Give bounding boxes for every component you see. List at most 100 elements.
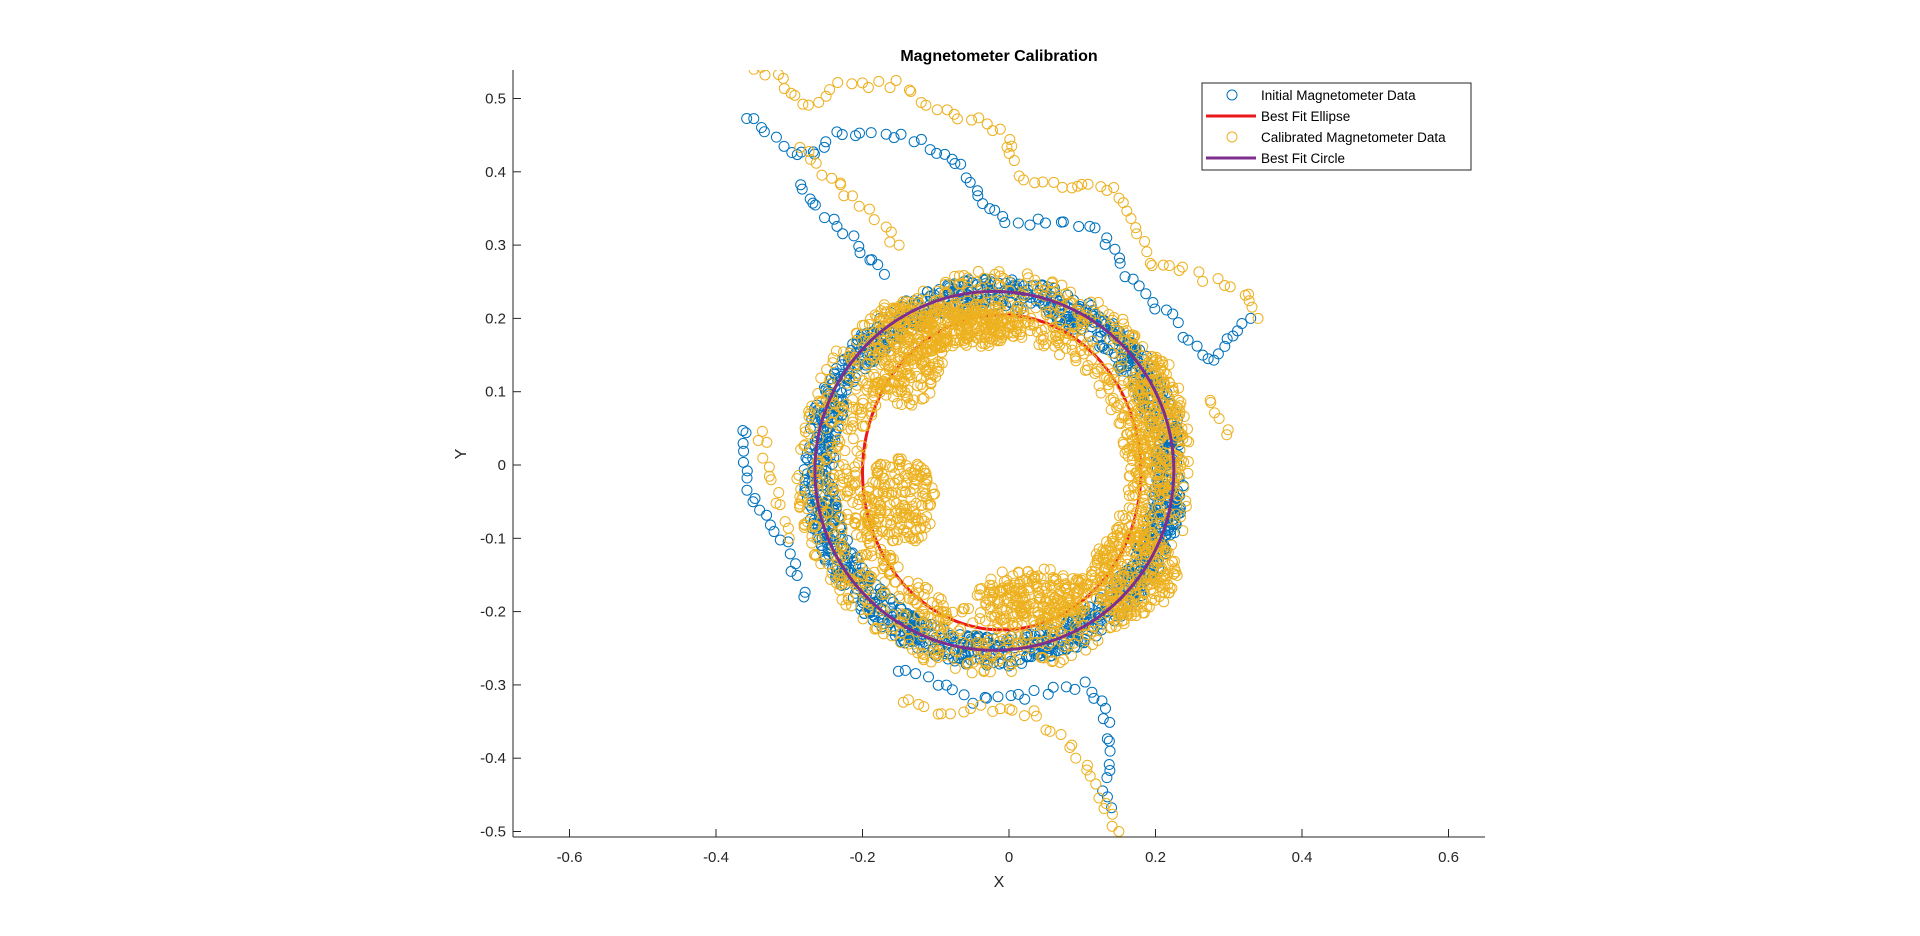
data-point xyxy=(1047,598,1059,610)
data-point xyxy=(1144,360,1156,372)
data-point xyxy=(971,284,983,296)
legend-label-ellipse: Best Fit Ellipse xyxy=(1261,109,1350,124)
data-point xyxy=(1127,332,1139,344)
data-point xyxy=(1108,396,1120,408)
data-point xyxy=(759,70,771,81)
data-point xyxy=(1133,531,1145,543)
data-point xyxy=(849,517,861,529)
data-point xyxy=(774,499,786,511)
data-point xyxy=(831,440,843,452)
data-point xyxy=(799,422,811,434)
y-tick-label: 0 xyxy=(498,457,506,474)
best-fit-circle xyxy=(813,289,1176,652)
data-point xyxy=(1114,257,1126,269)
data-point xyxy=(1149,303,1161,315)
data-point xyxy=(934,323,946,335)
data-point xyxy=(908,532,920,544)
legend-entry-calibrated: Calibrated Magnetometer Data xyxy=(1226,130,1446,145)
data-point xyxy=(1030,710,1042,722)
data-point xyxy=(892,665,904,677)
legend-label-circle: Best Fit Circle xyxy=(1261,151,1345,166)
data-point xyxy=(876,467,888,479)
data-point xyxy=(971,327,983,339)
data-point xyxy=(863,318,875,330)
data-point xyxy=(893,302,905,314)
data-point xyxy=(1099,702,1111,714)
data-point xyxy=(1089,367,1101,379)
data-point xyxy=(816,169,828,181)
data-point xyxy=(821,452,833,464)
data-point xyxy=(1028,320,1040,332)
data-point xyxy=(1131,228,1143,240)
data-point xyxy=(880,588,892,600)
data-point xyxy=(900,477,912,489)
data-point xyxy=(1155,384,1167,396)
data-point xyxy=(1059,316,1071,328)
x-tick-label: 0.4 xyxy=(1292,849,1313,866)
data-point xyxy=(774,534,786,546)
data-point xyxy=(834,490,846,502)
data-point xyxy=(1016,585,1028,597)
data-point xyxy=(1062,592,1074,604)
data-point xyxy=(1028,705,1040,717)
data-point xyxy=(869,333,881,345)
y-tick-label: 0.1 xyxy=(485,384,506,401)
data-point xyxy=(938,330,950,342)
data-point xyxy=(1076,178,1088,190)
data-point xyxy=(1131,477,1143,489)
data-point xyxy=(854,560,866,572)
data-point xyxy=(836,523,848,535)
data-point xyxy=(892,561,904,573)
data-point xyxy=(853,494,865,506)
data-point xyxy=(1003,148,1015,160)
data-point xyxy=(827,357,839,369)
data-point xyxy=(815,558,827,570)
data-point xyxy=(1136,437,1148,449)
data-point xyxy=(1132,356,1144,368)
data-point xyxy=(820,136,832,148)
data-point xyxy=(1146,260,1158,272)
plot-area xyxy=(737,70,1264,837)
data-point xyxy=(836,528,848,540)
data-point xyxy=(1022,565,1034,577)
data-point xyxy=(1035,592,1047,604)
data-point xyxy=(910,515,922,527)
data-point xyxy=(1090,581,1102,593)
data-point xyxy=(966,114,978,126)
data-point xyxy=(970,276,982,288)
data-point xyxy=(1052,333,1064,345)
data-point xyxy=(1055,585,1067,597)
data-point xyxy=(854,247,866,259)
data-point xyxy=(878,472,890,484)
data-point xyxy=(828,213,840,225)
data-point xyxy=(749,492,761,504)
data-point xyxy=(946,684,958,696)
data-point xyxy=(861,384,873,396)
data-point xyxy=(958,706,970,718)
data-point xyxy=(1003,320,1015,332)
data-point xyxy=(1037,334,1049,346)
data-point xyxy=(1107,581,1119,593)
data-point xyxy=(1093,380,1105,392)
data-point xyxy=(1090,342,1102,354)
data-point xyxy=(888,365,900,377)
data-point xyxy=(998,329,1010,341)
data-point xyxy=(1122,412,1134,424)
data-point xyxy=(831,220,843,232)
data-point xyxy=(1057,216,1069,228)
data-point xyxy=(919,488,931,500)
data-point xyxy=(969,629,981,641)
data-point xyxy=(932,645,944,657)
data-point xyxy=(1018,710,1030,722)
data-point xyxy=(1152,476,1164,488)
data-point xyxy=(1127,273,1139,285)
data-point xyxy=(1085,296,1097,308)
data-point xyxy=(784,548,796,560)
data-point xyxy=(1118,318,1130,330)
data-point xyxy=(1165,475,1177,487)
data-point xyxy=(915,133,927,145)
data-point xyxy=(857,613,869,625)
data-point xyxy=(1096,695,1108,707)
data-point xyxy=(829,516,841,528)
